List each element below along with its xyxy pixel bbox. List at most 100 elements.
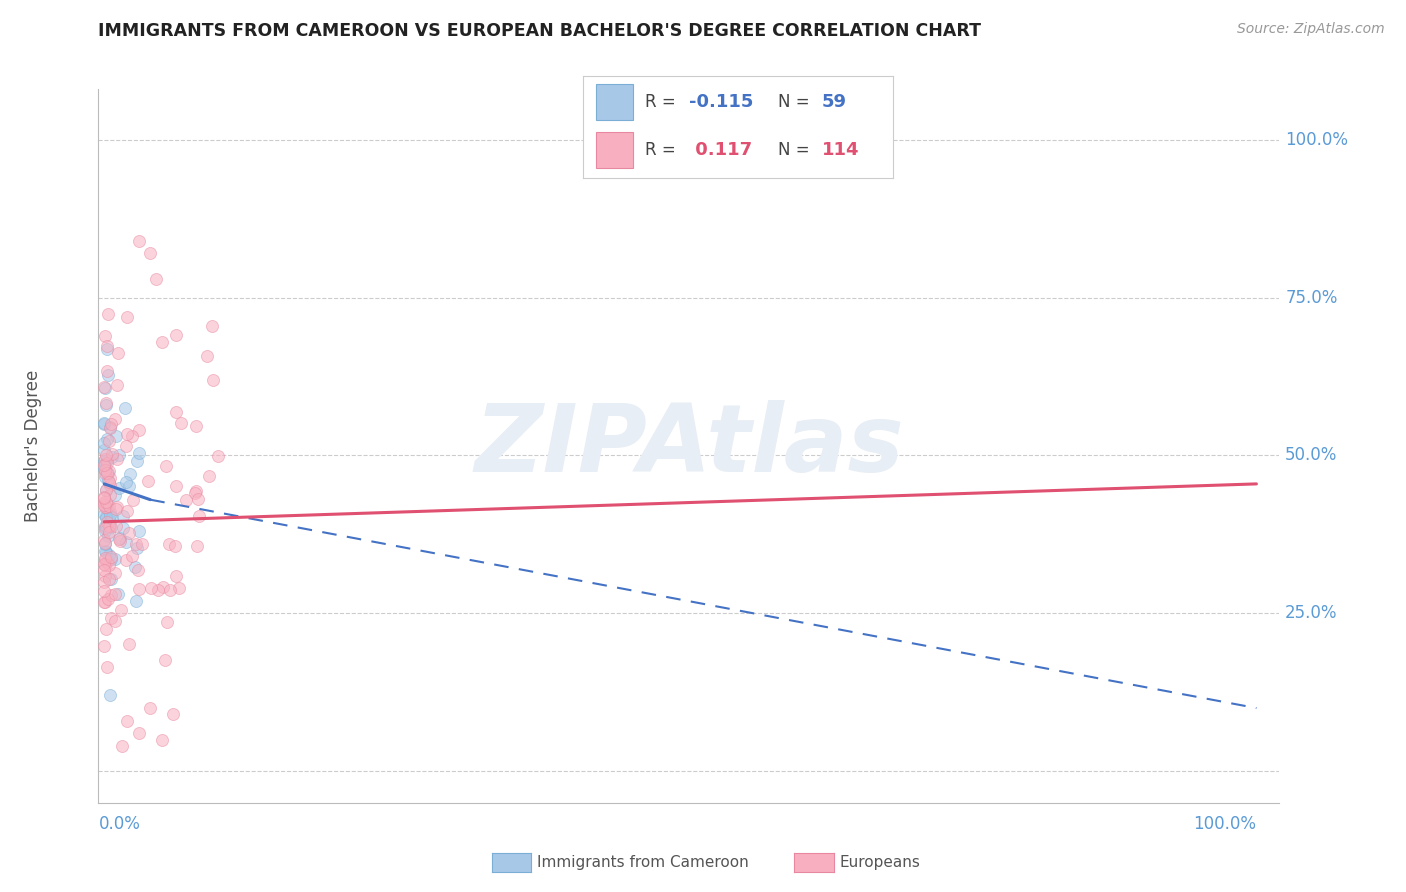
Point	[96, 497, 118, 511]
Point	[100, 520, 122, 534]
Point	[94, 511, 117, 525]
Point	[94, 494, 117, 508]
Point	[163, 539, 186, 553]
Point	[94, 329, 117, 343]
Point	[167, 581, 190, 595]
Point	[104, 412, 127, 426]
Point	[186, 484, 208, 499]
Point	[162, 707, 184, 722]
Point	[122, 492, 145, 507]
Text: 100.0%: 100.0%	[1194, 815, 1257, 833]
Point	[118, 479, 141, 493]
Point	[94, 500, 117, 514]
Point	[104, 487, 127, 501]
Point	[96, 342, 118, 356]
Point	[97, 464, 120, 478]
Point	[183, 485, 205, 500]
Point	[114, 401, 136, 415]
Point	[101, 450, 124, 465]
Point	[97, 558, 120, 572]
Point	[125, 594, 148, 608]
Point	[110, 603, 132, 617]
Point	[139, 246, 162, 260]
Point	[93, 435, 115, 450]
Point	[96, 516, 118, 530]
Point	[93, 563, 115, 577]
Point	[186, 539, 208, 553]
Point	[128, 423, 150, 437]
Point	[93, 416, 115, 430]
Text: -0.115: -0.115	[689, 93, 754, 111]
Point	[101, 510, 124, 524]
Point	[104, 551, 127, 566]
Point	[98, 524, 121, 539]
Text: 100.0%: 100.0%	[1285, 131, 1348, 149]
Point	[93, 451, 115, 466]
Point	[97, 307, 120, 321]
Point	[94, 544, 117, 558]
Point	[93, 462, 115, 476]
Point	[187, 508, 209, 523]
Point	[98, 514, 121, 528]
Point	[165, 328, 187, 343]
Point	[96, 364, 118, 378]
Point	[150, 334, 173, 349]
Point	[100, 552, 122, 566]
Point	[93, 495, 115, 509]
Point	[93, 443, 115, 458]
Point	[94, 469, 117, 483]
Point	[170, 416, 193, 430]
Point	[198, 469, 221, 483]
Point	[96, 501, 118, 516]
Point	[105, 502, 128, 516]
Point	[165, 405, 187, 419]
Point	[93, 639, 115, 653]
Point	[96, 466, 118, 480]
Point	[98, 421, 121, 435]
Point	[93, 583, 115, 598]
Point	[94, 524, 117, 538]
Point	[127, 454, 149, 468]
Point	[96, 592, 118, 607]
Text: Source: ZipAtlas.com: Source: ZipAtlas.com	[1237, 22, 1385, 37]
Bar	[596, 84, 633, 120]
Point	[94, 399, 117, 413]
Point	[201, 373, 224, 387]
Point	[94, 381, 117, 395]
Point	[94, 545, 117, 559]
Point	[94, 463, 117, 477]
Point	[152, 580, 174, 594]
Point	[98, 471, 121, 485]
Point	[107, 346, 129, 360]
Point	[111, 508, 134, 523]
Point	[94, 483, 117, 497]
Point	[94, 466, 117, 480]
Point	[97, 368, 120, 383]
Point	[108, 531, 131, 545]
Point	[94, 622, 117, 636]
Point	[100, 572, 122, 586]
Point	[128, 726, 150, 740]
Point	[97, 466, 120, 480]
Point	[96, 452, 118, 467]
Point	[100, 549, 122, 564]
Text: 114: 114	[821, 141, 859, 159]
Point	[96, 660, 118, 674]
Point	[145, 271, 167, 285]
Point	[94, 483, 117, 498]
Point	[131, 537, 153, 551]
Point	[114, 535, 136, 549]
Point	[93, 533, 115, 547]
Point	[115, 504, 138, 518]
Point	[111, 521, 134, 535]
Point	[115, 426, 138, 441]
Text: 0.117: 0.117	[689, 141, 752, 159]
Point	[125, 541, 148, 556]
Point	[118, 637, 141, 651]
Point	[118, 467, 141, 481]
Text: IMMIGRANTS FROM CAMEROON VS EUROPEAN BACHELOR'S DEGREE CORRELATION CHART: IMMIGRANTS FROM CAMEROON VS EUROPEAN BAC…	[98, 22, 981, 40]
Point	[94, 396, 117, 410]
Point	[146, 582, 169, 597]
Point	[114, 475, 136, 490]
Text: R =: R =	[645, 141, 676, 159]
